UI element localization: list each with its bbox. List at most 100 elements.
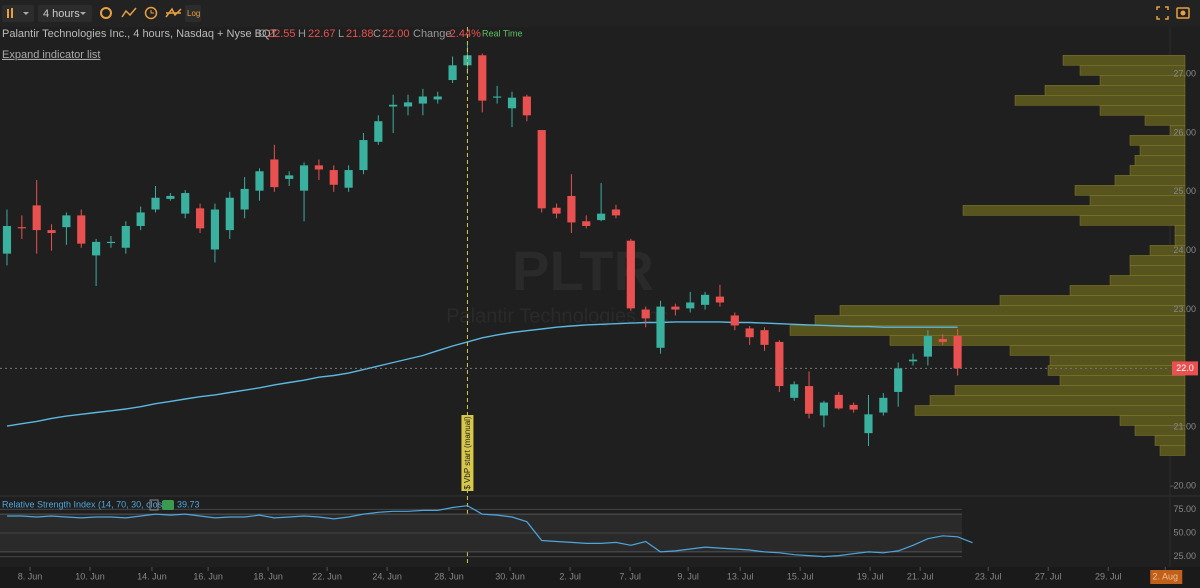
candle-body bbox=[537, 130, 546, 209]
x-tick-label: 27. Jul bbox=[1035, 571, 1062, 581]
candle-body bbox=[463, 55, 472, 66]
x-tick-label: 28. Jun bbox=[434, 571, 464, 581]
x-tick-highlight bbox=[1150, 570, 1183, 584]
volume-profile-bar bbox=[1134, 155, 1186, 166]
candle-body bbox=[151, 197, 160, 210]
realtime-label: Real Time bbox=[482, 28, 523, 38]
icon bbox=[165, 7, 182, 18]
candle-body bbox=[314, 165, 323, 170]
settings-button[interactable] bbox=[100, 7, 112, 19]
candle-body bbox=[2, 225, 12, 254]
volume-profile-bar bbox=[1129, 255, 1186, 266]
candle-body bbox=[923, 336, 932, 357]
volume-profile-bar bbox=[929, 395, 1186, 406]
candle-body bbox=[136, 212, 145, 226]
instrument-title: Palantir Technologies Inc., 4 hours, Nas… bbox=[2, 28, 278, 40]
candle-body bbox=[418, 96, 427, 104]
candle-body bbox=[804, 386, 814, 414]
volume-profile-bar bbox=[1139, 145, 1186, 156]
draw-button[interactable] bbox=[165, 7, 182, 18]
volume-profile-bar bbox=[889, 335, 1186, 346]
volume-profile-bar bbox=[1059, 375, 1186, 386]
candle-body bbox=[730, 315, 739, 326]
candle-body bbox=[240, 188, 249, 210]
candle-body bbox=[389, 104, 398, 107]
candle-body bbox=[478, 55, 487, 101]
y-tick-label: 25.00 bbox=[1173, 186, 1196, 196]
x-tick-label: 13. Jul bbox=[727, 571, 754, 581]
fullscreen-button[interactable] bbox=[1156, 6, 1169, 20]
volume-profile-bar bbox=[1074, 185, 1186, 196]
volume-profile-bar bbox=[1129, 165, 1186, 176]
candle-body bbox=[493, 96, 502, 98]
caret bbox=[23, 12, 29, 15]
x-tick-label: 2. Jul bbox=[559, 571, 581, 581]
candle-body bbox=[507, 97, 517, 109]
chart-type-button[interactable] bbox=[2, 5, 34, 22]
candle-body bbox=[819, 402, 829, 416]
candle-body bbox=[285, 175, 294, 179]
interval-label: 4 hours bbox=[43, 8, 80, 20]
log-button[interactable]: Log bbox=[185, 5, 201, 22]
volume-profile-bar bbox=[839, 305, 1186, 316]
indicators-button[interactable] bbox=[121, 7, 137, 18]
volume-profile-bar bbox=[1144, 115, 1186, 126]
x-tick-label: 2. Aug bbox=[1152, 571, 1178, 581]
candle-body bbox=[374, 121, 383, 142]
candle-body bbox=[582, 221, 591, 226]
rsi-line bbox=[7, 505, 973, 558]
x-tick-label: 19. Jul bbox=[857, 571, 884, 581]
candle-body bbox=[522, 96, 531, 116]
volume-profile-bar bbox=[1174, 225, 1186, 236]
expand-indicator-link[interactable]: Expand indicator list bbox=[2, 49, 100, 61]
caret bbox=[80, 12, 86, 15]
volume-profile-bar bbox=[1114, 175, 1186, 186]
candle-body bbox=[225, 197, 234, 231]
candle-body bbox=[656, 306, 665, 348]
log-label: Log bbox=[187, 9, 200, 18]
x-tick-label: 30. Jun bbox=[495, 571, 525, 581]
vbp-start-box bbox=[461, 415, 474, 491]
last-price-box bbox=[1172, 361, 1198, 376]
volume-profile-bar bbox=[914, 405, 1186, 416]
icon bbox=[100, 7, 112, 19]
screenshot-button[interactable] bbox=[1176, 7, 1190, 19]
icon bbox=[7, 8, 13, 18]
candle-body bbox=[433, 96, 442, 100]
volume-profile-bar bbox=[1069, 285, 1186, 296]
volume-profile-bar bbox=[1047, 365, 1186, 376]
candle-body bbox=[195, 208, 205, 229]
interval-dropdown[interactable]: 4 hours bbox=[38, 5, 92, 22]
time-button[interactable] bbox=[144, 6, 158, 20]
icon bbox=[144, 6, 158, 20]
volume-profile-bar bbox=[1174, 235, 1186, 246]
candle-body bbox=[210, 209, 220, 250]
candle-body bbox=[775, 341, 784, 387]
candle-body bbox=[299, 165, 309, 191]
candle-body bbox=[626, 240, 635, 309]
candle-body bbox=[92, 241, 101, 256]
rsi-toggle bbox=[162, 500, 174, 510]
candle-body bbox=[938, 338, 947, 342]
icon bbox=[1180, 10, 1186, 16]
watermark-name: Palantir Technologies Inc. bbox=[446, 305, 674, 327]
candle-body bbox=[552, 207, 561, 214]
candle-body bbox=[641, 309, 650, 319]
open-label: O bbox=[258, 28, 267, 40]
moving-average-line bbox=[6, 321, 958, 427]
candle-body bbox=[181, 193, 190, 214]
rsi-y-tick-label: 50.00 bbox=[1173, 527, 1196, 537]
candle-body bbox=[255, 171, 264, 191]
x-tick-label: 24. Jun bbox=[372, 571, 402, 581]
y-tick-label: 21.00 bbox=[1173, 422, 1196, 432]
x-tick-label: 9. Jul bbox=[677, 571, 699, 581]
change-label: Change bbox=[413, 28, 452, 40]
candle-body bbox=[448, 65, 457, 81]
candle-body bbox=[121, 225, 130, 248]
volume-profile-bar bbox=[1149, 245, 1186, 256]
volume-profile-bar bbox=[1079, 65, 1186, 76]
rsi-y-tick-label: 25.00 bbox=[1173, 551, 1196, 561]
candle-body bbox=[671, 306, 680, 310]
